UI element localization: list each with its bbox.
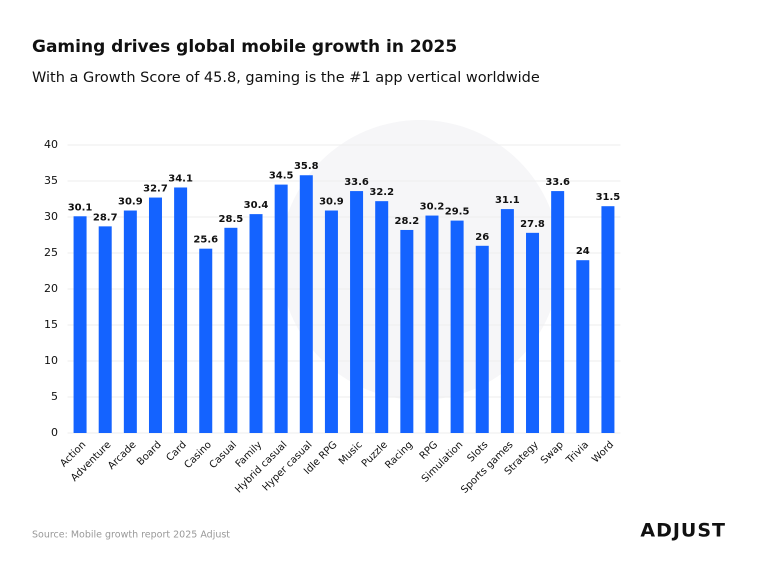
bar <box>450 220 464 433</box>
value-label: 30.1 <box>68 202 93 213</box>
value-label: 31.5 <box>596 192 621 203</box>
value-label: 28.2 <box>394 216 419 227</box>
bar <box>199 248 213 433</box>
y-tick-label: 25 <box>44 246 58 259</box>
value-label: 31.1 <box>495 195 520 206</box>
bar <box>98 226 112 433</box>
x-tick-label: Trivia <box>564 439 591 466</box>
value-label: 29.5 <box>445 207 470 218</box>
brand-logo: ADJUST <box>640 520 726 542</box>
y-tick-label: 15 <box>44 318 58 331</box>
value-label: 32.2 <box>369 187 394 198</box>
value-label: 30.2 <box>420 202 445 213</box>
value-label: 32.7 <box>143 184 168 195</box>
bar <box>400 229 414 433</box>
bar <box>551 191 565 433</box>
bar <box>601 206 615 433</box>
y-tick-label: 35 <box>44 174 58 187</box>
value-label: 30.9 <box>118 197 143 208</box>
value-label: 28.5 <box>219 214 244 225</box>
value-label: 24 <box>576 246 590 257</box>
value-label: 28.7 <box>93 212 118 223</box>
value-label: 33.6 <box>545 177 570 188</box>
value-label: 35.8 <box>294 161 319 172</box>
bar <box>224 227 238 433</box>
value-label: 25.6 <box>193 235 218 246</box>
value-label: 34.1 <box>168 173 193 184</box>
value-label: 26 <box>475 232 489 243</box>
bar <box>148 197 162 433</box>
bar <box>475 245 489 433</box>
bar <box>425 215 439 433</box>
bar <box>526 232 540 433</box>
bar <box>375 201 389 433</box>
bar <box>274 184 288 433</box>
value-label: 30.4 <box>244 200 269 211</box>
bar <box>73 216 87 433</box>
y-tick-label: 30 <box>44 210 58 223</box>
x-tick-label: Racing <box>383 439 415 471</box>
bar <box>174 187 188 433</box>
value-label: 33.6 <box>344 177 369 188</box>
bar <box>324 210 338 433</box>
bar <box>350 191 364 433</box>
bar <box>500 209 514 433</box>
x-tick-label: Swap <box>539 439 566 466</box>
value-label: 27.8 <box>520 219 545 230</box>
x-tick-label: RPG <box>418 439 440 461</box>
source: Source: Mobile growth report 2025 Adjust <box>32 530 230 541</box>
chart-title: Gaming drives global mobile growth in 20… <box>32 37 457 57</box>
bar <box>299 175 313 434</box>
chart-subtitle: With a Growth Score of 45.8, gaming is t… <box>32 70 540 86</box>
x-tick-label: Word <box>590 439 616 465</box>
y-tick-label: 20 <box>44 282 58 295</box>
x-tick-label: Casual <box>208 439 240 471</box>
x-tick-label: Board <box>135 439 164 468</box>
y-tick-label: 5 <box>51 390 58 403</box>
bar <box>576 260 590 433</box>
value-label: 30.9 <box>319 197 344 208</box>
bar <box>249 214 263 433</box>
bar <box>123 210 137 433</box>
y-tick-label: 10 <box>44 354 58 367</box>
y-tick-label: 40 <box>44 138 58 151</box>
watermark <box>280 120 560 400</box>
y-tick-label: 0 <box>51 426 58 439</box>
x-tick-label: Arcade <box>106 439 138 471</box>
value-label: 34.5 <box>269 171 294 182</box>
